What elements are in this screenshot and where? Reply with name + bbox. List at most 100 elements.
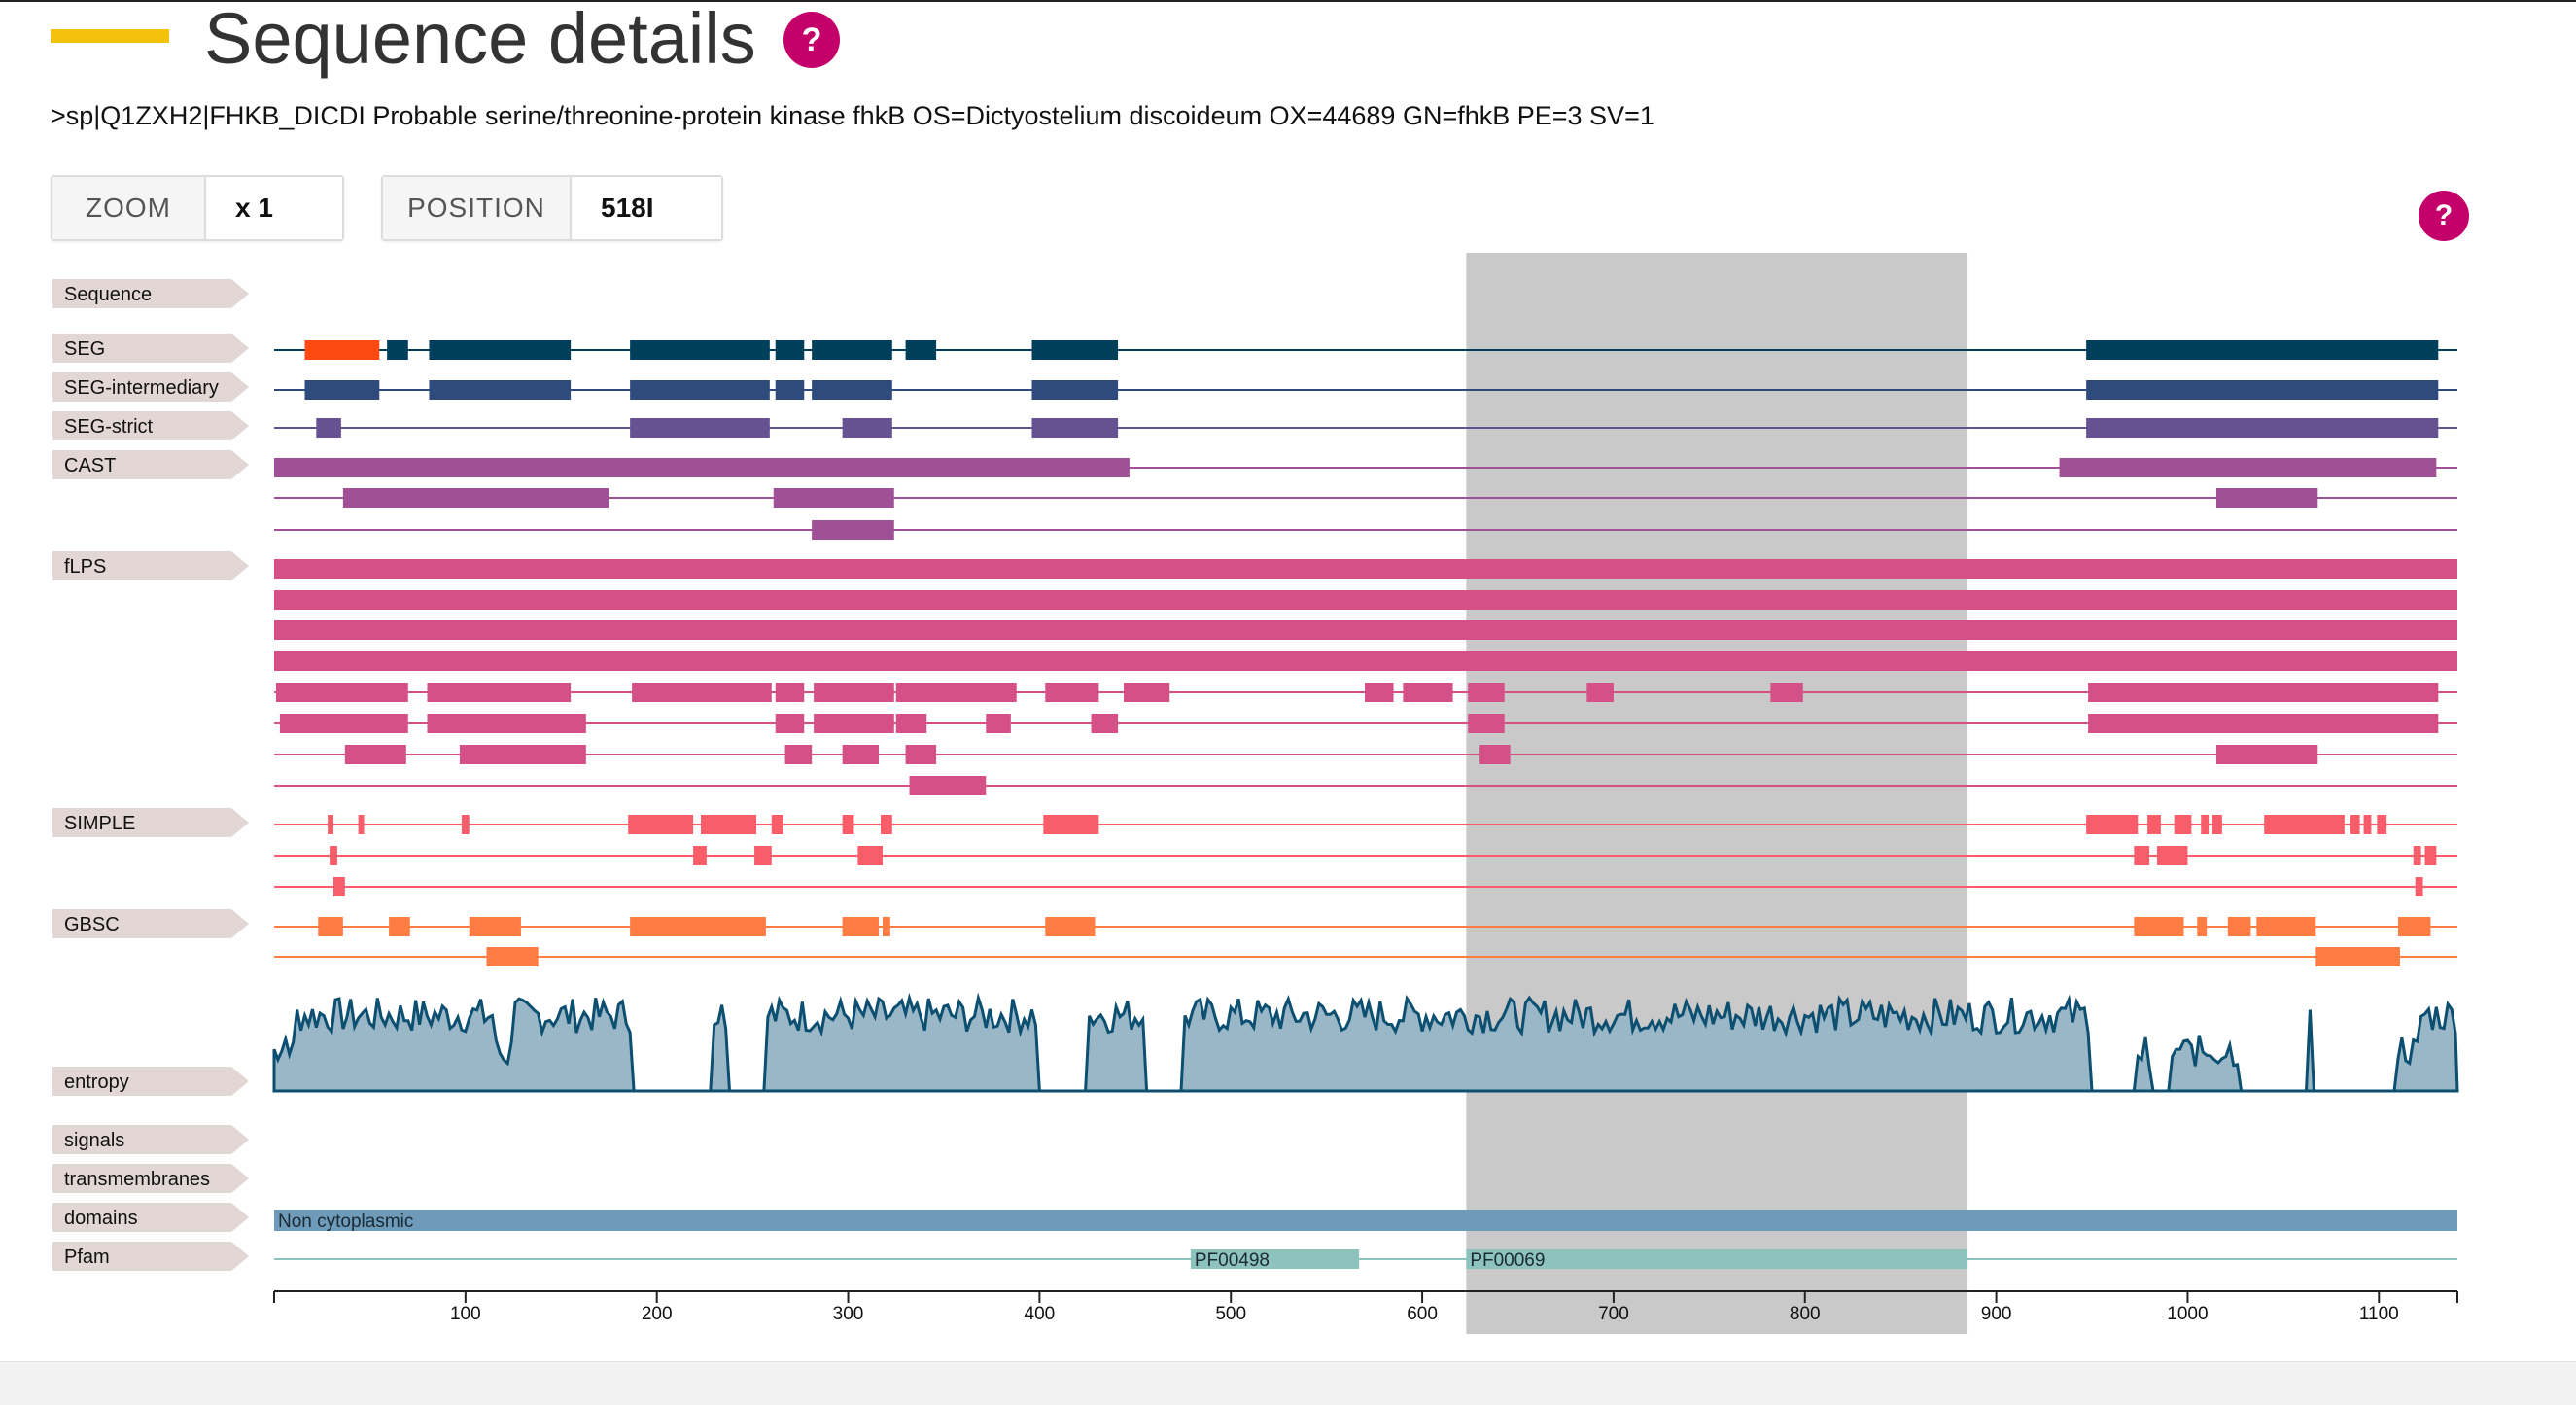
flps-feature[interactable] xyxy=(1124,683,1169,702)
seg-intermediary-feature[interactable] xyxy=(304,380,379,400)
seg-intermediary-feature[interactable] xyxy=(2086,380,2438,400)
gbsc-feature[interactable] xyxy=(318,917,343,936)
flps-feature[interactable] xyxy=(274,590,2457,610)
cast-feature[interactable] xyxy=(2060,458,2437,477)
simple-feature[interactable] xyxy=(2201,815,2209,834)
cast-feature[interactable] xyxy=(274,458,1130,477)
flps-feature[interactable] xyxy=(896,714,926,733)
flps-feature[interactable] xyxy=(1479,745,1510,764)
gbsc-feature[interactable] xyxy=(2256,917,2315,936)
gbsc-feature[interactable] xyxy=(843,917,879,936)
gbsc-feature[interactable] xyxy=(2315,947,2400,966)
track-label-cast[interactable]: CAST xyxy=(64,455,116,476)
simple-feature[interactable] xyxy=(693,846,707,865)
seg-feature[interactable] xyxy=(429,340,571,360)
flps-feature[interactable] xyxy=(2216,745,2317,764)
seg-intermediary-feature[interactable] xyxy=(429,380,571,400)
seg-strict-feature[interactable] xyxy=(630,418,770,438)
flps-feature[interactable] xyxy=(814,714,894,733)
seg-strict-feature[interactable] xyxy=(2086,418,2438,438)
track-label-seg[interactable]: SEG xyxy=(64,338,105,360)
simple-feature[interactable] xyxy=(2086,815,2138,834)
flps-feature[interactable] xyxy=(1468,714,1504,733)
simple-feature[interactable] xyxy=(2264,815,2345,834)
simple-feature[interactable] xyxy=(754,846,772,865)
flps-feature[interactable] xyxy=(896,683,1017,702)
simple-feature[interactable] xyxy=(843,815,854,834)
track-label-pfam[interactable]: Pfam xyxy=(64,1247,110,1268)
track-label-seg-intermediary[interactable]: SEG-intermediary xyxy=(64,377,219,399)
gbsc-feature[interactable] xyxy=(630,917,766,936)
seg-feature[interactable] xyxy=(776,340,805,360)
seg-feature[interactable] xyxy=(304,340,379,360)
gbsc-feature[interactable] xyxy=(2398,917,2430,936)
track-label-flps[interactable]: fLPS xyxy=(64,556,106,578)
flps-feature[interactable] xyxy=(274,651,2457,671)
simple-feature[interactable] xyxy=(2157,846,2187,865)
seg-feature[interactable] xyxy=(906,340,936,360)
flps-feature[interactable] xyxy=(910,776,987,795)
simple-feature[interactable] xyxy=(2350,815,2360,834)
simple-feature[interactable] xyxy=(2147,815,2161,834)
cast-feature[interactable] xyxy=(343,488,609,508)
cast-feature[interactable] xyxy=(774,488,894,508)
simple-feature[interactable] xyxy=(462,815,470,834)
gbsc-feature[interactable] xyxy=(2134,917,2183,936)
seg-strict-feature[interactable] xyxy=(843,418,892,438)
feature-viewer[interactable]: Sequence SEG SEG-intermediary SEG-strict CAS… xyxy=(0,0,2576,1361)
track-label-domains[interactable]: domains xyxy=(64,1208,138,1229)
flps-feature[interactable] xyxy=(632,683,772,702)
simple-feature[interactable] xyxy=(328,815,333,834)
flps-feature[interactable] xyxy=(1586,683,1614,702)
simple-feature[interactable] xyxy=(1043,815,1098,834)
flps-feature[interactable] xyxy=(1403,683,1452,702)
seg-strict-feature[interactable] xyxy=(316,418,341,438)
seg-intermediary-feature[interactable] xyxy=(1032,380,1119,400)
gbsc-feature[interactable] xyxy=(2228,917,2251,936)
flps-feature[interactable] xyxy=(2088,683,2438,702)
track-label-sequence[interactable]: Sequence xyxy=(64,284,152,305)
gbsc-feature[interactable] xyxy=(1045,917,1095,936)
seg-intermediary-feature[interactable] xyxy=(630,380,770,400)
cast-feature[interactable] xyxy=(812,520,894,540)
flps-feature[interactable] xyxy=(345,745,406,764)
simple-feature[interactable] xyxy=(772,815,783,834)
simple-feature[interactable] xyxy=(857,846,883,865)
track-label-entropy[interactable]: entropy xyxy=(64,1071,129,1093)
entropy-profile[interactable] xyxy=(274,998,2457,1091)
gbsc-feature[interactable] xyxy=(389,917,410,936)
gbsc-feature[interactable] xyxy=(486,947,538,966)
flps-feature[interactable] xyxy=(280,714,408,733)
flps-feature[interactable] xyxy=(2088,714,2438,733)
gbsc-feature[interactable] xyxy=(470,917,521,936)
flps-feature[interactable] xyxy=(843,745,879,764)
seg-intermediary-feature[interactable] xyxy=(776,380,805,400)
simple-feature[interactable] xyxy=(359,815,365,834)
track-label-gbsc[interactable]: GBSC xyxy=(64,914,120,935)
domains-feature[interactable] xyxy=(274,1210,2457,1231)
simple-feature[interactable] xyxy=(2416,877,2423,896)
gbsc-feature[interactable] xyxy=(2197,917,2207,936)
simple-feature[interactable] xyxy=(881,815,892,834)
track-label-simple[interactable]: SIMPLE xyxy=(64,813,135,834)
simple-feature[interactable] xyxy=(330,846,337,865)
simple-feature[interactable] xyxy=(2212,815,2222,834)
track-label-transmembranes[interactable]: transmembranes xyxy=(64,1169,210,1190)
flps-feature[interactable] xyxy=(276,683,408,702)
flps-feature[interactable] xyxy=(986,714,1011,733)
cast-feature[interactable] xyxy=(2216,488,2317,508)
flps-feature[interactable] xyxy=(1092,714,1119,733)
simple-feature[interactable] xyxy=(2414,846,2421,865)
simple-feature[interactable] xyxy=(2134,846,2149,865)
simple-feature[interactable] xyxy=(2425,846,2437,865)
flps-feature[interactable] xyxy=(427,683,571,702)
seg-intermediary-feature[interactable] xyxy=(812,380,892,400)
seg-feature[interactable] xyxy=(387,340,408,360)
flps-feature[interactable] xyxy=(785,745,813,764)
flps-feature[interactable] xyxy=(1770,683,1802,702)
simple-feature[interactable] xyxy=(2377,815,2386,834)
gbsc-feature[interactable] xyxy=(883,917,890,936)
track-label-signals[interactable]: signals xyxy=(64,1130,124,1151)
seg-feature[interactable] xyxy=(812,340,892,360)
simple-feature[interactable] xyxy=(2175,815,2192,834)
